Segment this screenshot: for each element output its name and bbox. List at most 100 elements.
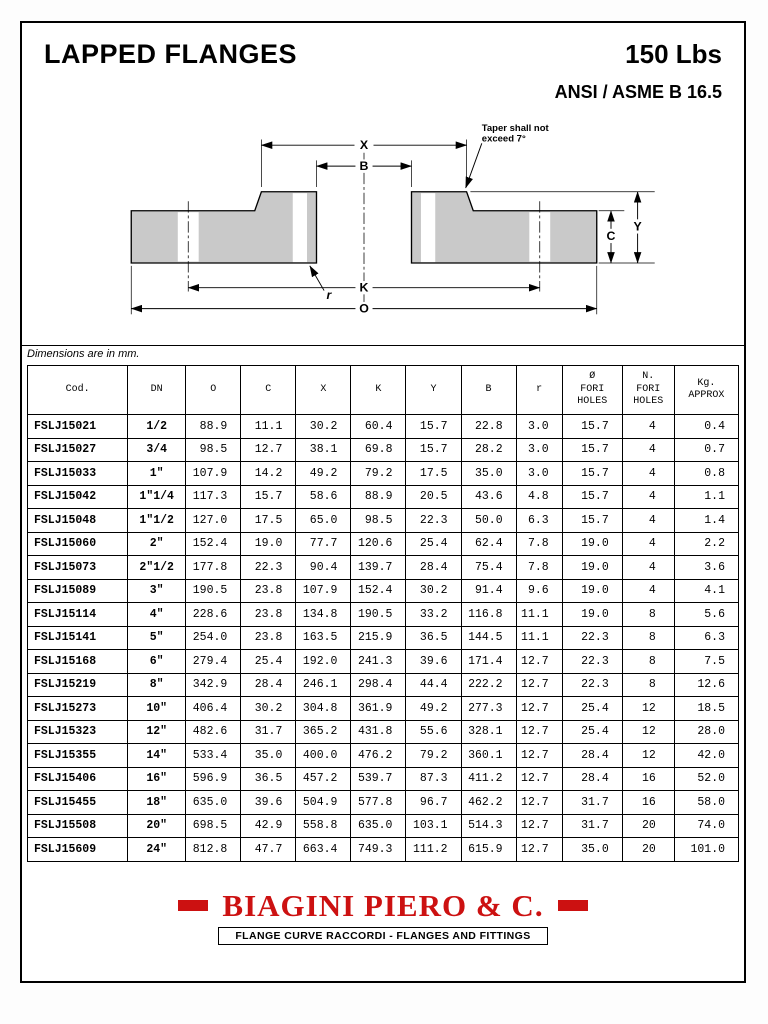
table-row: FSLJ15219 8" 342.9 28.4 246.1 298.4 44.4 222.2 1… — [26, 672, 740, 697]
column-header: r — [515, 365, 563, 415]
cell-value: 43.6 — [460, 484, 517, 509]
table-row: FSLJ15089 3" 190.5 23.8 107.9 152.4 30.2 91.4 9.… — [26, 578, 740, 603]
cell-value: 16 — [621, 766, 675, 791]
cell-value: 36.5 — [405, 625, 462, 650]
cell-value: 25.4 — [240, 649, 297, 674]
cell-value: 15.7 — [240, 484, 297, 509]
cell-dn: 4" — [127, 602, 187, 627]
cell-value: 12 — [621, 743, 675, 768]
cell-value: 0.4 — [673, 414, 740, 439]
cell-value: 361.9 — [350, 696, 407, 721]
flange-section-right — [410, 191, 598, 264]
cell-value: 431.8 — [350, 719, 407, 744]
cell-value: 5.6 — [673, 602, 740, 627]
cell-value: 20 — [621, 813, 675, 838]
dim-label-r: r — [326, 288, 332, 302]
cell-value: 11.1 — [515, 625, 563, 650]
cell-value: 635.0 — [350, 813, 407, 838]
cell-value: 23.8 — [240, 625, 297, 650]
cell-value: 12.7 — [515, 672, 563, 697]
cell-value: 22.3 — [405, 508, 462, 533]
cell-value: 12.6 — [673, 672, 740, 697]
cell-dn: 1"1/2 — [127, 508, 187, 533]
column-header: Kg. APPROX — [673, 365, 740, 415]
cell-value: 30.2 — [295, 414, 352, 439]
cell-value: 0.8 — [673, 461, 740, 486]
cell-value: 28.2 — [460, 437, 517, 462]
radius-leader-arrow — [309, 265, 325, 291]
cell-value: 50.0 — [460, 508, 517, 533]
cell-value: 79.2 — [350, 461, 407, 486]
table-row: FSLJ15508 20" 698.5 42.9 558.8 635.0 103.1 514.… — [26, 813, 740, 838]
cell-value: 192.0 — [295, 649, 352, 674]
cell-value: 98.5 — [185, 437, 242, 462]
cell-value: 134.8 — [295, 602, 352, 627]
cell-value: 15.7 — [405, 414, 462, 439]
cell-value: 38.1 — [295, 437, 352, 462]
cell-value: 596.9 — [185, 766, 242, 791]
table-row: FSLJ15060 2" 152.4 19.0 77.7 120.6 25.4 62.4 7.8… — [26, 531, 740, 556]
cell-value: 28.4 — [405, 555, 462, 580]
cell-value: 533.4 — [185, 743, 242, 768]
cell-value: 15.7 — [561, 484, 623, 509]
cell-value: 31.7 — [561, 790, 623, 815]
cell-value: 60.4 — [350, 414, 407, 439]
cell-dn: 1/2 — [127, 414, 187, 439]
cell-value: 1.4 — [673, 508, 740, 533]
dim-label-b: B — [360, 159, 369, 173]
cell-value: 342.9 — [185, 672, 242, 697]
cell-value: 400.0 — [295, 743, 352, 768]
cell-dn: 16" — [127, 766, 187, 791]
cell-value: 74.0 — [673, 813, 740, 838]
column-header: DN — [127, 365, 187, 415]
cell-value: 15.7 — [561, 508, 623, 533]
cell-value: 49.2 — [405, 696, 462, 721]
cell-value: 17.5 — [405, 461, 462, 486]
table-row: FSLJ15609 24" 812.8 47.7 663.4 749.3 111.2 615.… — [26, 837, 740, 862]
table-row: FSLJ15027 3/4 98.5 12.7 38.1 69.8 15.7 28.2 3.0 1… — [26, 437, 740, 462]
lap-gap-left — [292, 193, 307, 263]
cell-cod: FSLJ15027 — [26, 437, 129, 462]
cell-cod: FSLJ15048 — [26, 508, 129, 533]
cell-dn: 8" — [127, 672, 187, 697]
cell-value: 4.8 — [515, 484, 563, 509]
column-header: O — [185, 365, 242, 415]
cell-value: 8 — [621, 672, 675, 697]
cell-value: 15.7 — [405, 437, 462, 462]
cell-value: 98.5 — [350, 508, 407, 533]
dim-label-c: C — [607, 229, 616, 243]
cell-value: 406.4 — [185, 696, 242, 721]
cell-cod: FSLJ15406 — [26, 766, 129, 791]
cell-value: 1.1 — [673, 484, 740, 509]
cell-value: 279.4 — [185, 649, 242, 674]
cell-value: 12.7 — [515, 649, 563, 674]
cell-cod: FSLJ15168 — [26, 649, 129, 674]
cell-value: 7.8 — [515, 531, 563, 556]
cell-cod: FSLJ15073 — [26, 555, 129, 580]
cell-cod: FSLJ15355 — [26, 743, 129, 768]
cell-value: 9.6 — [515, 578, 563, 603]
cell-value: 254.0 — [185, 625, 242, 650]
cell-value: 25.4 — [405, 531, 462, 556]
cell-value: 6.3 — [515, 508, 563, 533]
flange-section-left — [130, 191, 318, 264]
table-row: FSLJ15273 10" 406.4 30.2 304.8 361.9 49.2 277.3… — [26, 696, 740, 721]
table-row: FSLJ15048 1"1/2 127.0 17.5 65.0 98.5 22.3 50.0 6… — [26, 508, 740, 533]
cell-value: 42.9 — [240, 813, 297, 838]
cell-value: 35.0 — [460, 461, 517, 486]
cell-value: 615.9 — [460, 837, 517, 862]
cell-value: 69.8 — [350, 437, 407, 462]
cell-value: 44.4 — [405, 672, 462, 697]
dim-label-x: X — [360, 138, 369, 152]
cell-dn: 1"1/4 — [127, 484, 187, 509]
cell-value: 812.8 — [185, 837, 242, 862]
cell-value: 39.6 — [240, 790, 297, 815]
cell-value: 241.3 — [350, 649, 407, 674]
cell-value: 58.0 — [673, 790, 740, 815]
cell-value: 7.8 — [515, 555, 563, 580]
column-header: Y — [405, 365, 462, 415]
cell-cod: FSLJ15508 — [26, 813, 129, 838]
cell-dn: 24" — [127, 837, 187, 862]
cell-value: 3.6 — [673, 555, 740, 580]
